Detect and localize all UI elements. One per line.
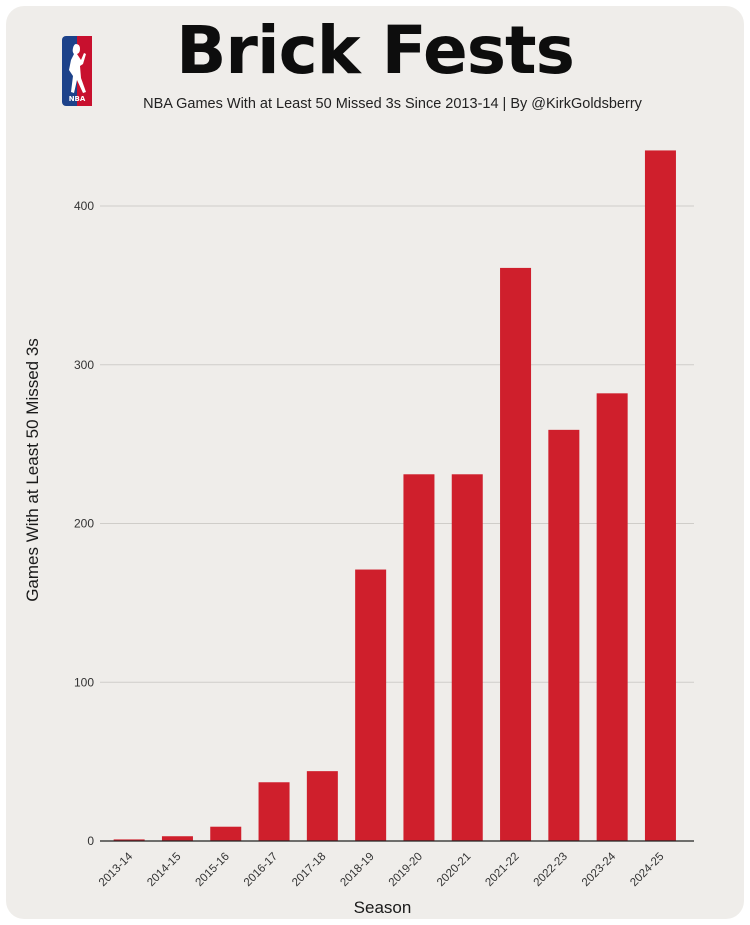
x-tick-label: 2024-25 xyxy=(628,851,666,889)
y-tick-label: 300 xyxy=(74,358,94,372)
nba-logo: NBA xyxy=(62,36,92,106)
x-tick-label: 2023-24 xyxy=(580,850,619,889)
bar xyxy=(161,836,193,841)
y-tick-label: 200 xyxy=(74,517,94,531)
bar xyxy=(210,826,242,841)
x-tick-label: 2021-22 xyxy=(483,851,521,889)
x-tick-label: 2016-17 xyxy=(242,851,280,889)
bar xyxy=(306,771,338,841)
bar xyxy=(596,393,628,841)
bar xyxy=(403,474,435,841)
y-axis-label: Games With at Least 50 Missed 3s xyxy=(23,338,42,602)
x-tick-label: 2018-19 xyxy=(338,851,376,889)
chart-title: Brick Fests xyxy=(176,12,575,89)
bar xyxy=(451,474,483,841)
bar xyxy=(258,782,290,841)
x-tick-label: 2014-15 xyxy=(145,851,183,889)
x-tick-label: 2013-14 xyxy=(97,850,136,889)
bar xyxy=(548,429,580,841)
x-tick-label: 2022-23 xyxy=(532,851,570,889)
chart-subtitle: NBA Games With at Least 50 Missed 3s Sin… xyxy=(143,96,642,112)
x-tick-label: 2017-18 xyxy=(290,851,328,889)
y-tick-label: 100 xyxy=(74,675,94,689)
bar xyxy=(113,839,145,841)
x-axis-label: Season xyxy=(353,898,412,917)
bar xyxy=(355,569,387,841)
bar xyxy=(644,150,676,841)
x-tick-label: 2020-21 xyxy=(435,851,473,889)
x-tick-label: 2019-20 xyxy=(387,851,425,889)
bar xyxy=(500,267,532,842)
x-tick-label: 2015-16 xyxy=(194,851,232,889)
nba-logo-text: NBA xyxy=(69,95,86,103)
y-tick-label: 400 xyxy=(74,199,94,213)
y-tick-label: 0 xyxy=(87,834,94,848)
